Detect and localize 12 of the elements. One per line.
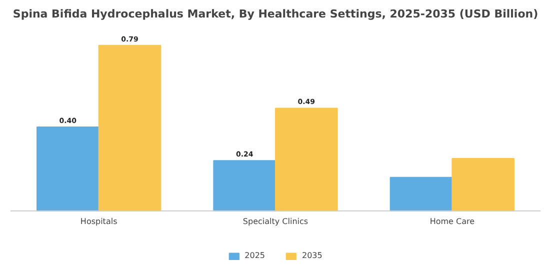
x-tick-label: Home Care [430, 216, 475, 226]
bar [98, 44, 162, 212]
bar [452, 158, 514, 212]
legend-label: 2025 [244, 251, 265, 260]
bar [390, 176, 453, 212]
x-tick-label: Hospitals [80, 216, 118, 226]
bar [275, 108, 338, 212]
x-tick-label: Specialty Clinics [242, 216, 308, 226]
chart-title: Spina Bifida Hydrocephalus Market, By Healthcare Settings, 2025-2035 (USD Billion) [12, 8, 538, 20]
legend-label: 2035 [302, 251, 322, 260]
bar [213, 160, 276, 212]
bar [36, 126, 100, 212]
